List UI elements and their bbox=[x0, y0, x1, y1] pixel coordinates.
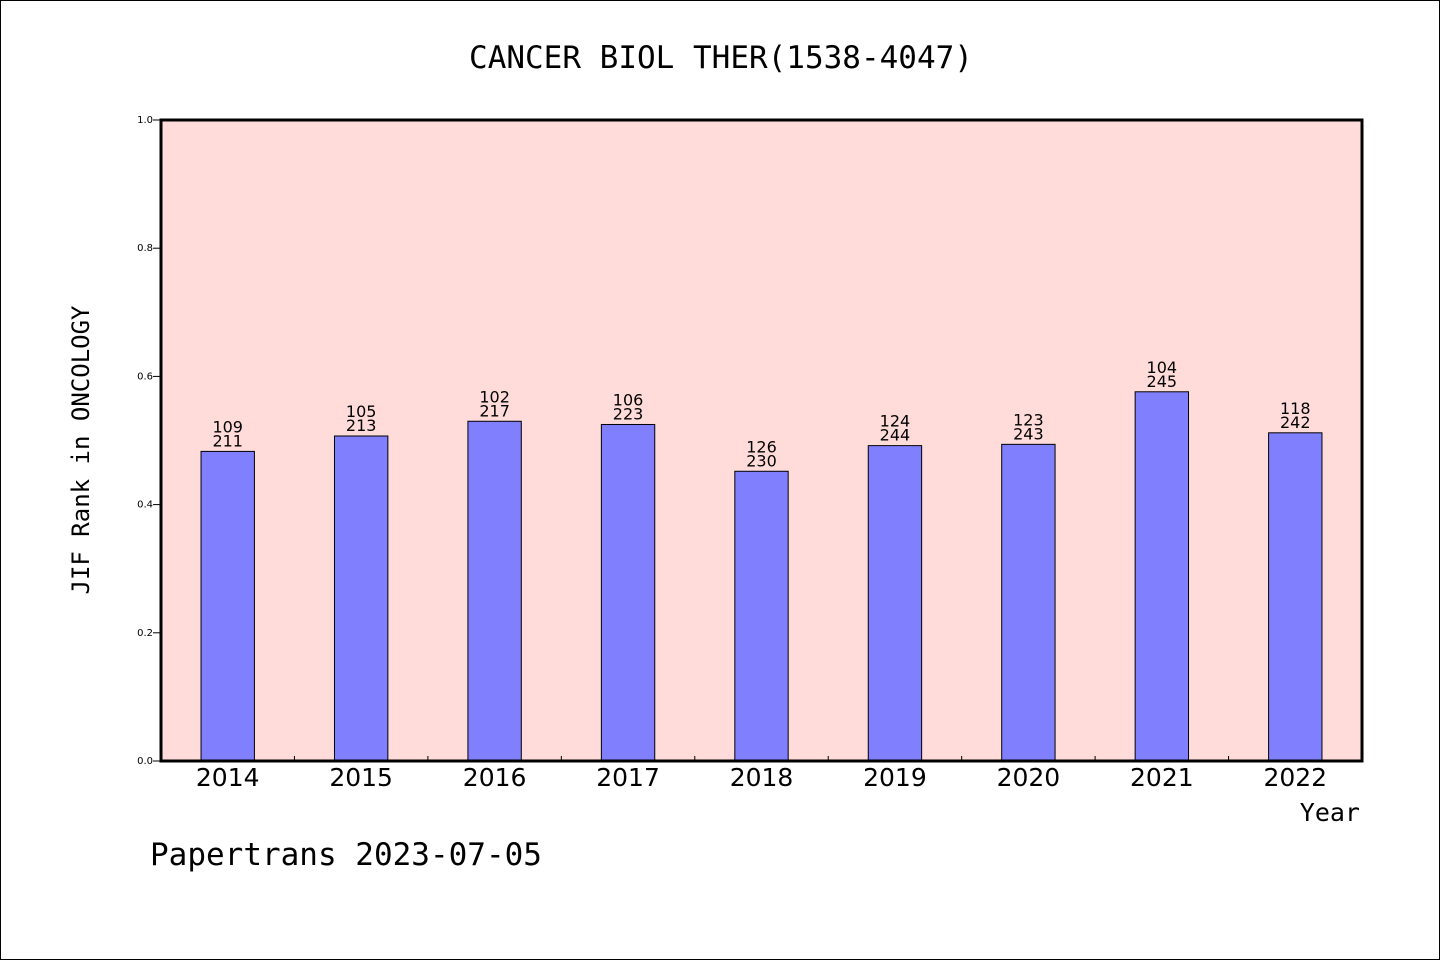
x-tick-label: 2019 bbox=[863, 763, 927, 792]
y-axis-label: JIF Rank in ONCOLOGY bbox=[67, 305, 95, 595]
data-label-rank: 123 bbox=[1013, 410, 1044, 429]
x-tick-label: 2015 bbox=[329, 763, 393, 792]
bar-2019 bbox=[867, 445, 923, 762]
bar-2022 bbox=[1268, 432, 1323, 762]
data-label-total: 245 bbox=[1147, 372, 1178, 391]
data-label-rank: 106 bbox=[613, 390, 644, 409]
y-tick-label: 0.8 bbox=[137, 243, 153, 254]
data-label-rank: 102 bbox=[479, 387, 510, 406]
bar-2021 bbox=[1134, 391, 1190, 762]
x-tick-label: 2016 bbox=[463, 763, 527, 792]
data-label-rank: 109 bbox=[212, 417, 243, 436]
data-label-rank: 105 bbox=[346, 402, 377, 421]
x-tick-label: 2014 bbox=[196, 763, 260, 792]
bar-group bbox=[200, 391, 1323, 762]
data-label-total: 244 bbox=[880, 426, 911, 445]
bar-2018 bbox=[734, 470, 789, 762]
data-label-rank: 124 bbox=[880, 412, 911, 431]
bar-2017 bbox=[600, 423, 656, 762]
y-tick-label: 0.4 bbox=[137, 500, 153, 511]
y-tick-label: 0.6 bbox=[137, 371, 153, 382]
data-label-total: 211 bbox=[212, 431, 243, 450]
x-tick-label: 2018 bbox=[730, 763, 794, 792]
data-label-total: 213 bbox=[346, 416, 377, 435]
data-label-total: 242 bbox=[1280, 413, 1311, 432]
bar-2016 bbox=[467, 420, 522, 762]
bar-2014 bbox=[200, 450, 255, 762]
bar-2020 bbox=[1001, 443, 1056, 762]
x-axis-label: Year bbox=[1300, 798, 1360, 827]
data-label-total: 243 bbox=[1013, 424, 1044, 443]
bar-2015 bbox=[333, 435, 389, 762]
footer-credit: Papertrans 2023-07-05 bbox=[150, 837, 542, 873]
x-tick-label: 2017 bbox=[596, 763, 660, 792]
chart-title: CANCER BIOL THER(1538-4047) bbox=[469, 40, 973, 76]
x-axis-ticks: 2014 2015 2016 2017 2018 2019 2020 2021 2022 bbox=[196, 756, 1327, 792]
data-label-rank: 118 bbox=[1280, 399, 1311, 418]
x-tick-label: 2021 bbox=[1130, 763, 1194, 792]
y-tick-label: 1.0 bbox=[137, 115, 153, 126]
data-label-total: 217 bbox=[479, 401, 510, 420]
data-label-total: 223 bbox=[613, 404, 644, 423]
data-label-rank: 104 bbox=[1147, 358, 1178, 377]
y-axis-ticks: 0.0 0.2 0.4 0.6 0.8 1.0 bbox=[137, 115, 161, 767]
x-tick-label: 2022 bbox=[1263, 763, 1327, 792]
data-labels: 1092111052131022171062231262301242441232… bbox=[212, 358, 1310, 470]
data-label-total: 230 bbox=[746, 451, 777, 470]
data-label-rank: 126 bbox=[746, 437, 777, 456]
x-tick-label: 2020 bbox=[997, 763, 1061, 792]
plot-border bbox=[159, 118, 1364, 763]
y-tick-label: 0.0 bbox=[137, 756, 153, 767]
y-tick-label: 0.2 bbox=[137, 628, 153, 639]
